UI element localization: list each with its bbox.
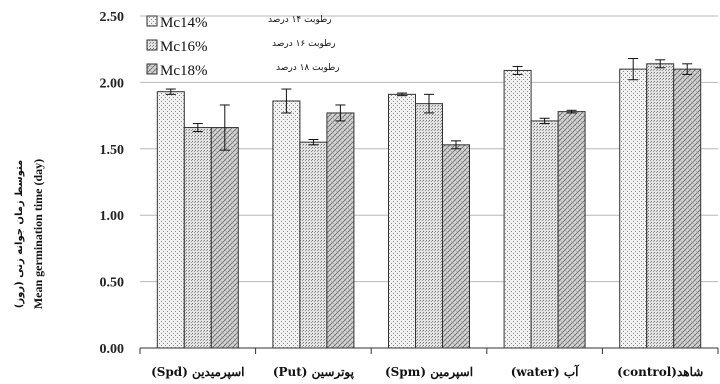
- x-category-label: آب (water): [511, 363, 580, 379]
- bar-mc18pct-3: [557, 111, 586, 349]
- error-bar: [424, 93, 434, 114]
- bars-group: [156, 63, 702, 349]
- legend-label-fa: رطوبت ۱۶ درصد: [272, 39, 336, 49]
- error-bar: [451, 140, 461, 150]
- y-tick-label: 2.50: [100, 10, 125, 25]
- error-bar: [628, 57, 639, 81]
- y-tick-label: 0.00: [100, 342, 125, 357]
- legend: Mc14% رطوبت ۱۴ درصد Mc16% رطوبت ۱۶ درصد Mc18…: [146, 15, 340, 79]
- y-axis-ticks: 0.00 0.50 1.00 1.50 2.00 2.50: [100, 10, 125, 357]
- legend-item: Mc16% رطوبت ۱۶ درصد: [146, 39, 336, 55]
- x-category-label: اسپرمیدین (Spd): [151, 365, 244, 380]
- legend-swatch: [146, 39, 158, 51]
- error-bar: [682, 63, 693, 75]
- y-tick-label: 1.50: [100, 143, 125, 158]
- bar-mc18pct-0: [210, 127, 239, 349]
- y-axis-label: Mean germination time (day): [31, 159, 45, 309]
- y-tick-label: 0.50: [100, 276, 125, 291]
- bar-mc16pct-4: [646, 63, 675, 349]
- bar-mc18pct-4: [673, 68, 702, 349]
- error-bar: [566, 109, 577, 114]
- y-tick-label: 1.00: [100, 209, 125, 224]
- x-category-label: شاهد(control): [617, 365, 703, 379]
- legend-label: Mc18%: [160, 63, 208, 79]
- bar-mc14pct-3: [503, 69, 532, 349]
- error-bar: [397, 92, 407, 97]
- y-axis-title: متوسط زمان جوانه زنی (روز) Mean germinat…: [14, 159, 45, 309]
- bar-mc18pct-2: [442, 144, 470, 349]
- legend-label: Mc16%: [160, 39, 208, 55]
- bar-mc18pct-1: [326, 112, 355, 349]
- y-tick-label: 2.00: [100, 76, 125, 91]
- error-bar: [281, 88, 292, 114]
- error-bar: [219, 104, 230, 151]
- bar-mc16pct-2: [415, 103, 443, 349]
- error-bar: [335, 104, 346, 122]
- legend-label-fa: رطوبت ۱۸ درصد: [276, 63, 340, 73]
- legend-item: Mc14% رطوبت ۱۴ درصد: [146, 15, 332, 31]
- legend-swatch: [146, 63, 158, 75]
- error-bar: [192, 123, 203, 133]
- bar-mc14pct-2: [388, 93, 416, 349]
- legend-swatch: [146, 15, 158, 27]
- bar-mc14pct-1: [272, 100, 301, 349]
- error-bar: [165, 88, 176, 95]
- x-category-label: پوترسین (Put): [273, 365, 355, 380]
- x-category-label: اسپرمین (Spm): [385, 365, 473, 380]
- x-axis-categories: اسپرمیدین (Spd) پوترسین (Put) اسپرمین (Spm…: [139, 348, 719, 380]
- error-bars-group: [165, 57, 693, 151]
- error-bar: [512, 65, 523, 75]
- error-bar: [539, 117, 550, 125]
- bar-mc14pct-4: [619, 68, 648, 349]
- error-bar: [308, 139, 319, 146]
- bar-mc16pct-3: [530, 120, 559, 349]
- legend-label: Mc14%: [160, 15, 208, 31]
- legend-item: Mc18% رطوبت ۱۸ درصد: [146, 63, 340, 79]
- bar-mc14pct-0: [156, 91, 185, 349]
- bar-mc16pct-0: [183, 127, 212, 349]
- bar-mc16pct-1: [299, 141, 328, 349]
- error-bar: [655, 59, 666, 69]
- y-axis-label-fa: متوسط زمان جوانه زنی (روز): [14, 160, 25, 308]
- legend-label-fa: رطوبت ۱۴ درصد: [268, 15, 332, 25]
